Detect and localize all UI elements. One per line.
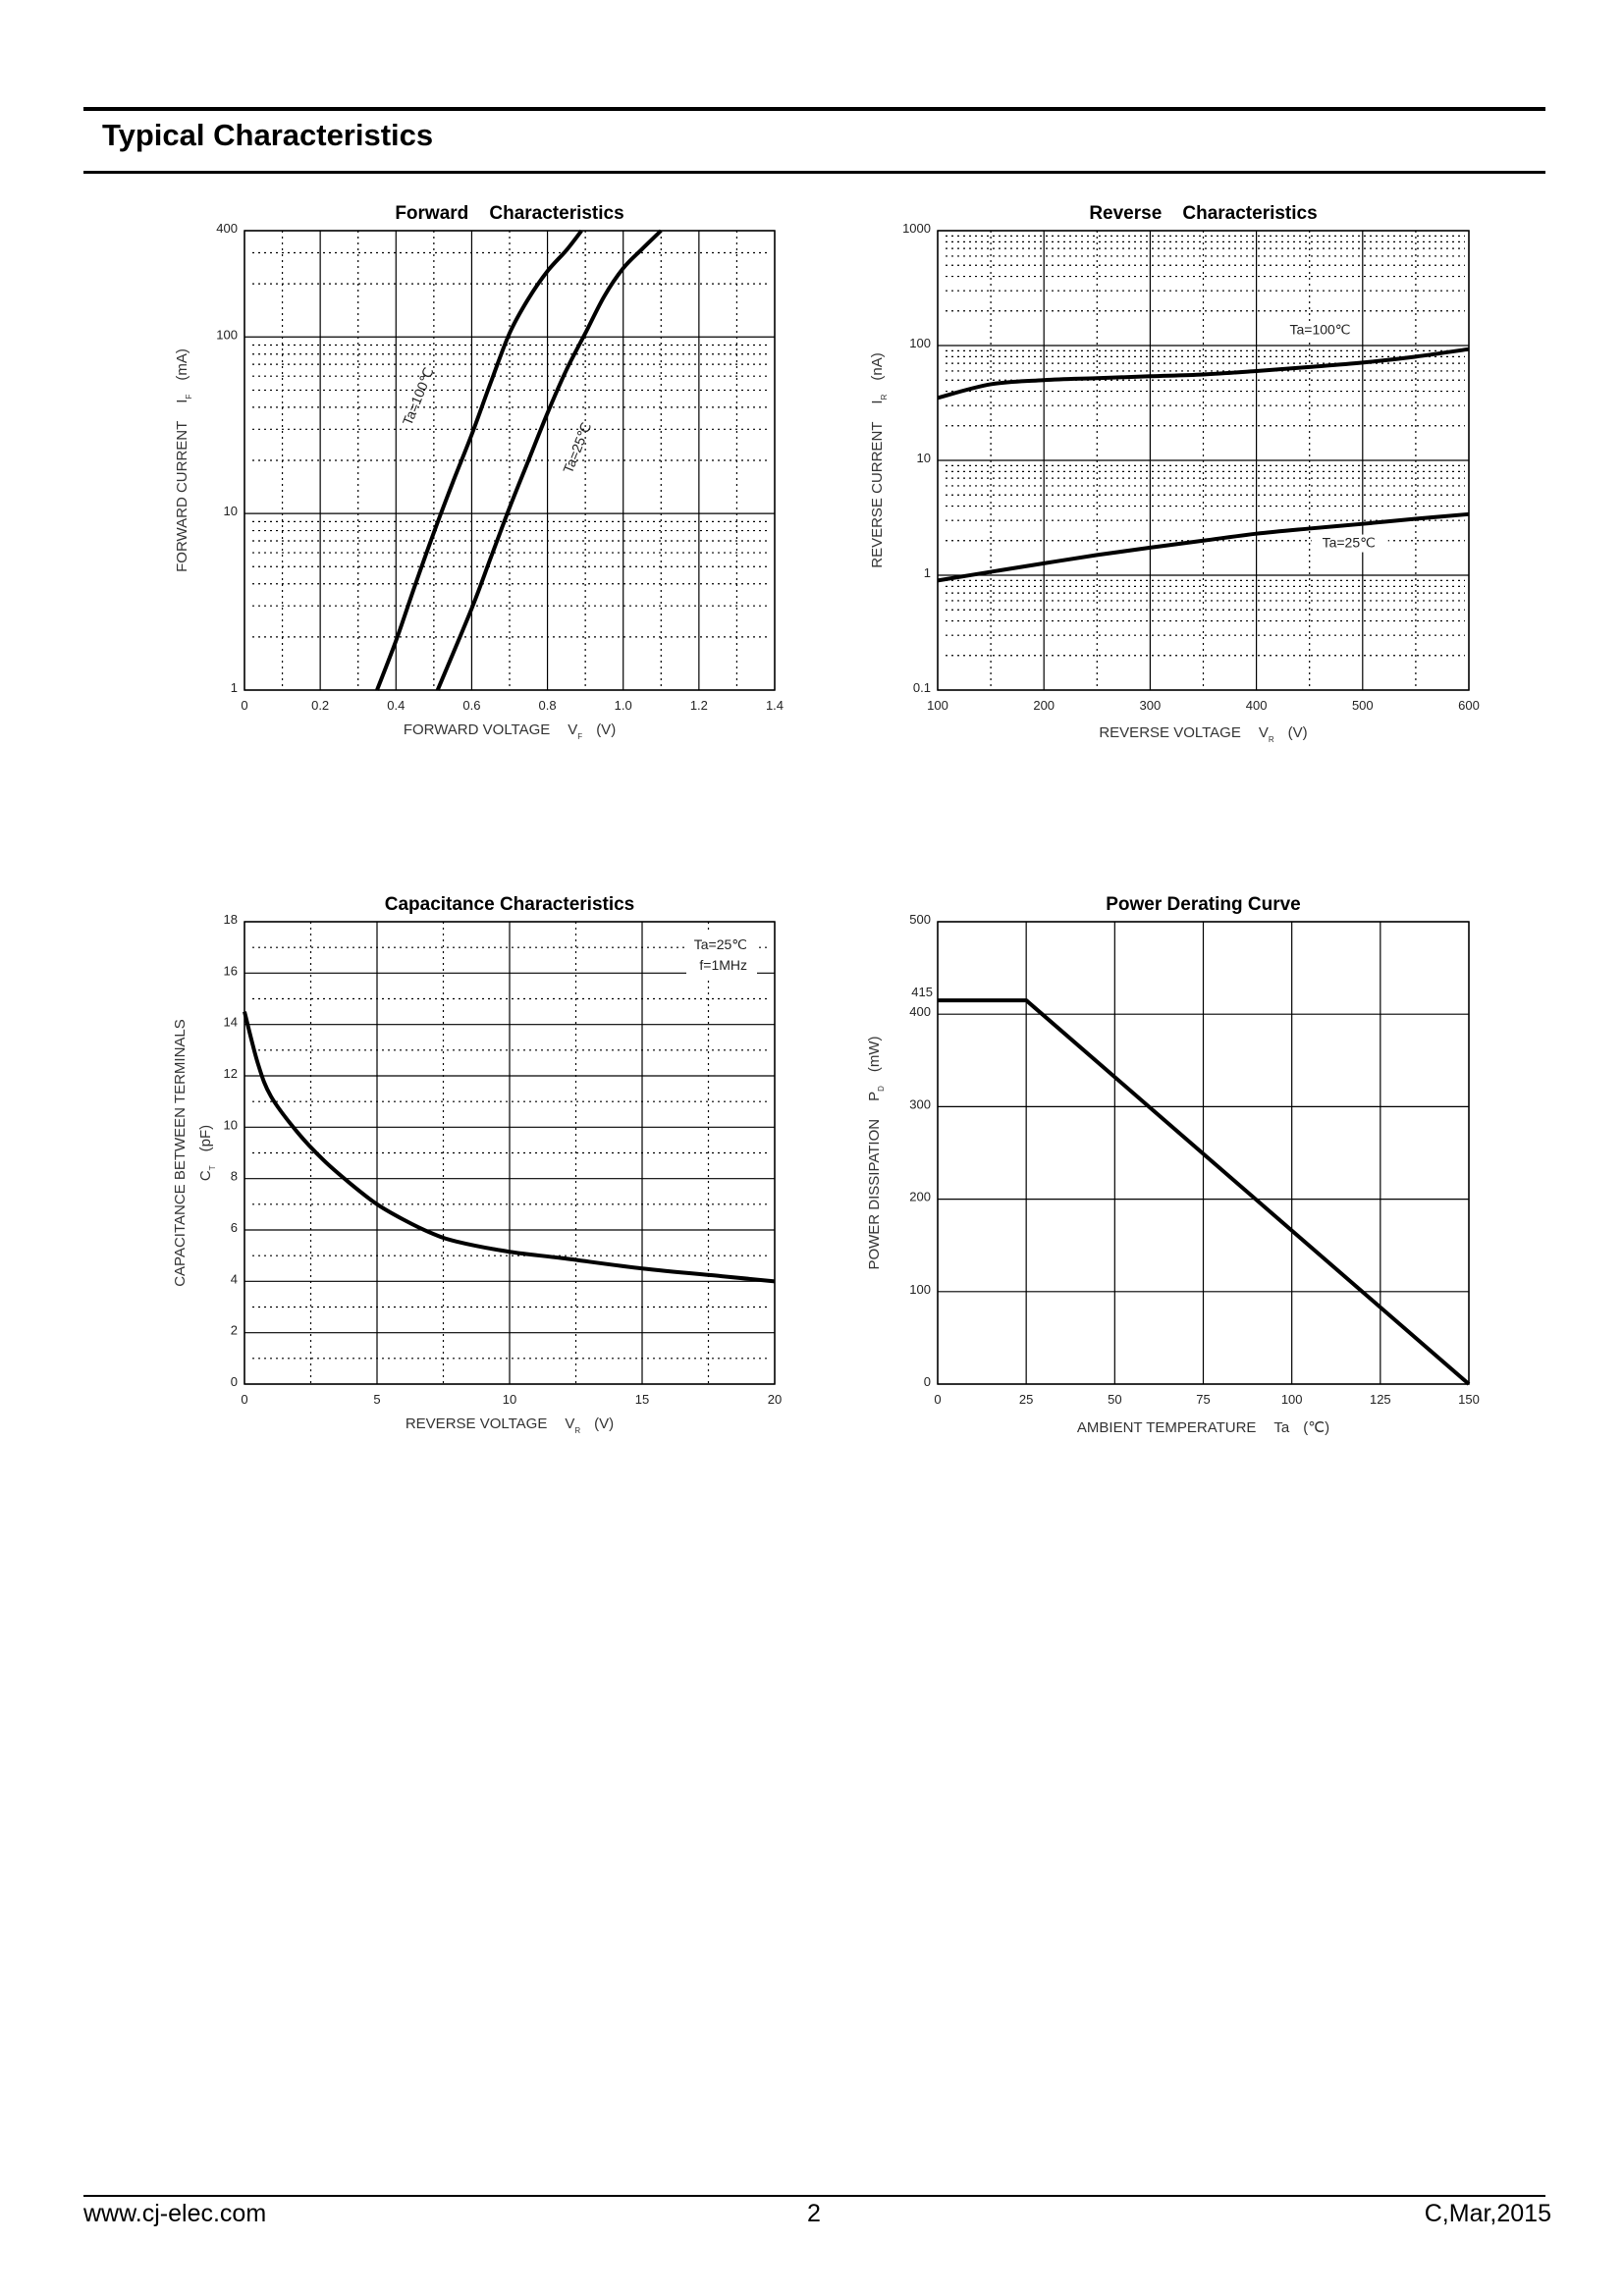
y-tick-label: 0: [231, 1374, 238, 1389]
footer-page-number: 2: [807, 2200, 821, 2227]
x-tick-label: 600: [1458, 698, 1480, 713]
x-tick-label: 100: [927, 698, 948, 713]
header-bottom-rule: [83, 171, 1545, 174]
series-line: [937, 347, 1470, 400]
y-tick-label: 415: [911, 985, 933, 999]
footer-rule: [83, 2195, 1545, 2197]
capacitance-chart: 0 5 10 15 20 0 2 4 6 8 10 12 14 16 18 Capacitance Chara…: [172, 894, 782, 1435]
legend-background: [686, 932, 757, 979]
x-tick-label: 1.2: [690, 698, 708, 713]
chart-title: Reverse Characteristics: [1089, 203, 1317, 224]
plot-frame: [244, 921, 776, 1385]
x-tick-label: 50: [1108, 1392, 1121, 1407]
x-tick-label: 0.4: [387, 698, 405, 713]
x-tick-label: 100: [1281, 1392, 1303, 1407]
y-tick-label: 10: [917, 451, 931, 465]
y-tick-label: 12: [224, 1066, 238, 1081]
y-axis-label: CAPACITANCE BETWEEN TERMINALS: [172, 1019, 189, 1287]
y-tick-label: 300: [909, 1096, 931, 1111]
series-line: [435, 229, 663, 691]
chart-title: Capacitance Characteristics: [385, 894, 635, 915]
series-line: [938, 998, 1471, 1386]
power-chart: 0 25 50 75 100 125 150 0 100 200 300 400 500 415 Power…: [866, 894, 1480, 1436]
x-tick-label: 0.8: [539, 698, 557, 713]
y-tick-label: 0.1: [913, 680, 931, 695]
series-annotation: Ta=25℃: [1323, 535, 1376, 551]
x-tick-label: 25: [1019, 1392, 1033, 1407]
x-tick-label: 0.6: [462, 698, 480, 713]
y-tick-label: 18: [224, 912, 238, 927]
x-tick-label: 20: [768, 1392, 782, 1407]
y-tick-label: 2: [231, 1323, 238, 1338]
y-tick-label: 8: [231, 1169, 238, 1184]
footer-revision: C,Mar,2015: [1424, 2200, 1551, 2227]
y-tick-label: 4: [231, 1271, 238, 1286]
y-tick-label: 16: [224, 963, 238, 978]
x-tick-label: 0: [241, 1392, 247, 1407]
y-axis-label: REVERSE CURRENTIR(nA): [869, 352, 889, 567]
reverse-chart: 100 200 300 400 500 600 0.1 1 10 100 1000 Reverse C…: [869, 203, 1480, 744]
y-tick-label: 100: [909, 336, 931, 350]
series-annotation: Ta=100℃: [400, 365, 437, 428]
x-axis-label: REVERSE VOLTAGE VR (V): [406, 1415, 614, 1435]
x-tick-label: 300: [1140, 698, 1162, 713]
legend-entry: Ta=25℃: [694, 936, 747, 952]
series-line: [375, 229, 583, 691]
y-tick-label: 10: [224, 504, 238, 518]
annotation-background: [1311, 534, 1388, 553]
y-axis-label-unit: CT(pF): [197, 1125, 217, 1181]
series-line: [243, 1011, 776, 1284]
y-tick-label: 6: [231, 1220, 238, 1235]
chart-title: Forward Characteristics: [395, 203, 623, 224]
y-tick-label: 200: [909, 1190, 931, 1204]
x-axis-label: FORWARD VOLTAGE VF (V): [404, 721, 616, 741]
x-tick-label: 1.0: [615, 698, 632, 713]
x-tick-label: 75: [1196, 1392, 1210, 1407]
section-title: Typical Characteristics: [102, 118, 434, 152]
x-tick-label: 15: [635, 1392, 649, 1407]
x-tick-label: 500: [1352, 698, 1374, 713]
y-tick-label: 400: [216, 221, 238, 236]
plot-frame: [937, 921, 1470, 1385]
y-tick-label: 100: [909, 1282, 931, 1297]
plot-frame: [937, 230, 1470, 691]
y-axis-label: POWER DISSIPATIONPD(mW): [866, 1036, 886, 1269]
x-tick-label: 1.4: [766, 698, 784, 713]
x-tick-label: 150: [1458, 1392, 1480, 1407]
y-tick-label: 1000: [902, 221, 931, 236]
forward-chart: 0 0.2 0.4 0.6 0.8 1.0 1.2 1.4 1 10 100 400 Forward C…: [174, 203, 784, 741]
y-tick-label: 1: [924, 565, 931, 580]
legend-entry: f=1MHz: [699, 957, 747, 973]
series-line: [937, 511, 1470, 583]
x-axis-label: AMBIENT TEMPERATURE Ta (℃): [1077, 1419, 1329, 1436]
header-top-rule: [83, 107, 1545, 111]
chart-title: Power Derating Curve: [1106, 894, 1301, 915]
y-tick-label: 14: [224, 1015, 238, 1030]
x-axis-label: REVERSE VOLTAGE VR (V): [1099, 724, 1307, 744]
footer-website: www.cj-elec.com: [83, 2200, 267, 2227]
y-tick-label: 10: [224, 1117, 238, 1132]
series-annotation: Ta=100℃: [1289, 322, 1350, 338]
x-tick-label: 0.2: [311, 698, 329, 713]
x-tick-label: 5: [373, 1392, 380, 1407]
x-tick-label: 200: [1033, 698, 1055, 713]
x-tick-label: 10: [503, 1392, 516, 1407]
plot-frame: [244, 230, 776, 691]
x-tick-label: 0: [934, 1392, 941, 1407]
y-tick-label: 400: [909, 1004, 931, 1019]
x-tick-label: 0: [241, 698, 247, 713]
x-tick-label: 125: [1370, 1392, 1391, 1407]
y-axis-label: FORWARD CURRENTIF(mA): [174, 348, 193, 572]
y-tick-label: 500: [909, 912, 931, 927]
series-annotation: Ta=25℃: [560, 420, 594, 475]
annotation-background: [1282, 321, 1360, 340]
x-tick-label: 400: [1246, 698, 1268, 713]
y-tick-label: 100: [216, 327, 238, 342]
y-tick-label: 0: [924, 1374, 931, 1389]
y-tick-label: 1: [231, 680, 238, 695]
